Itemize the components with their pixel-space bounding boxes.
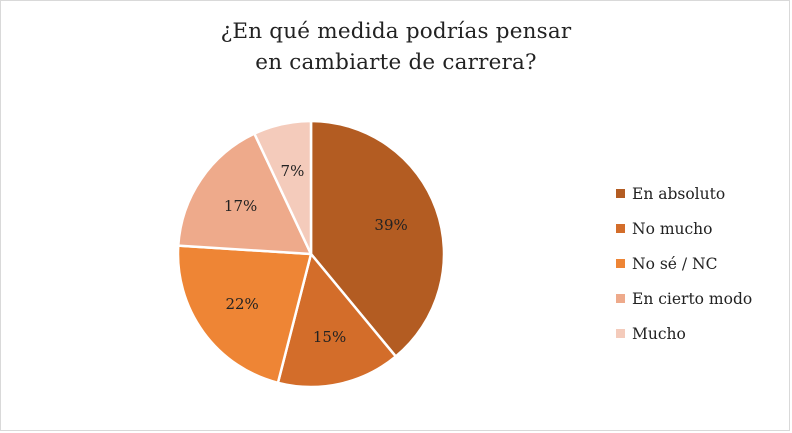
legend-swatch-3 <box>616 294 625 303</box>
legend-label-1: No mucho <box>632 219 713 238</box>
legend-label-0: En absoluto <box>632 184 726 203</box>
pie-data-label-0: 39% <box>374 216 407 234</box>
legend-item-0: En absoluto <box>616 176 752 211</box>
pie-data-label-3: 17% <box>224 197 257 215</box>
legend-swatch-0 <box>616 189 625 198</box>
legend-swatch-1 <box>616 224 625 233</box>
legend-item-2: No sé / NC <box>616 246 752 281</box>
chart-title-line-2: en cambiarte de carrera? <box>255 50 537 75</box>
legend-swatch-4 <box>616 329 625 338</box>
pie-data-label-2: 22% <box>225 295 258 313</box>
legend-swatch-2 <box>616 259 625 268</box>
legend-item-1: No mucho <box>616 211 752 246</box>
legend-label-3: En cierto modo <box>632 289 753 308</box>
legend-label-2: No sé / NC <box>632 254 718 273</box>
pie-data-label-1: 15% <box>313 328 346 346</box>
pie-slice-3 <box>177 132 313 256</box>
chart-title: ¿En qué medida podrías pensar en cambiar… <box>0 16 792 78</box>
pie-slice-4 <box>253 119 313 256</box>
pie-slice-2 <box>176 244 313 385</box>
pie-slice-0 <box>309 119 446 358</box>
legend-item-4: Mucho <box>616 316 752 351</box>
chart-title-line-1: ¿En qué medida podrías pensar <box>220 19 572 44</box>
pie-data-label-4: 7% <box>281 162 305 180</box>
legend-label-4: Mucho <box>632 324 686 343</box>
pie-slice-1 <box>276 252 398 389</box>
legend-item-3: En cierto modo <box>616 281 752 316</box>
chart-legend: En absoluto No mucho No sé / NC En cierto m… <box>616 176 752 351</box>
